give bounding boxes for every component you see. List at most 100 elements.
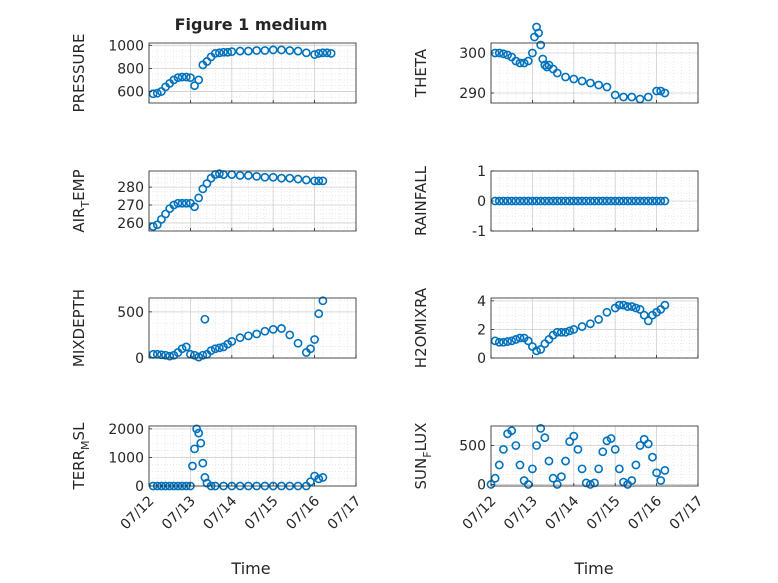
y-axis-label: TERRMSL [70,422,92,491]
data-point [152,220,162,230]
data-point [519,58,529,68]
data-point [490,336,500,346]
y-tick-label: 500 [459,438,486,454]
data-point [639,310,649,320]
data-point [314,309,324,319]
data-point [585,319,595,329]
data-point [293,174,303,184]
y-tick-label: 600 [117,84,144,100]
data-point [515,460,525,470]
data-point [293,338,303,348]
axes-box [148,425,357,487]
y-tick-label: 300 [459,46,486,62]
data-point [494,460,504,470]
data-point [565,196,575,206]
y-tick-label: 2 [477,322,486,338]
data-point [540,433,550,443]
x-tick-label: 07/12 [118,493,158,533]
data-point [198,350,208,360]
data-point [610,196,620,206]
data-point [631,303,641,313]
data-point [161,209,170,219]
axes-box [148,42,357,104]
data-point [656,196,666,206]
y-tick-label: 1000 [108,450,144,466]
data-point [565,437,575,446]
x-tick-label: 07/12 [460,493,500,533]
data-point [660,466,670,475]
data-point [594,315,604,324]
data-point [326,48,336,58]
y-tick-label: 500 [117,305,144,321]
data-point [635,441,645,450]
axes-box [490,42,699,104]
y-tick-label: 800 [117,61,144,77]
data-point [660,300,670,310]
y-axis-label: SUNFLUX [412,423,434,490]
data-point [268,324,278,334]
data-point [235,171,245,180]
data-point [243,46,253,56]
data-point [499,337,508,347]
data-point [177,344,187,354]
data-point [548,196,558,206]
data-point [190,350,199,360]
data-point [202,179,212,188]
data-point [235,46,245,56]
data-point [152,88,162,98]
data-point [656,476,666,485]
data-point [581,478,591,488]
data-point [602,196,612,206]
y-tick-label: 0 [477,351,486,367]
data-point [200,314,210,324]
y-tick-label: 270 [117,198,144,214]
data-point [181,72,191,82]
data-point [157,214,166,224]
data-point [614,300,624,310]
data-point [177,198,187,208]
data-point [635,94,645,104]
data-point [190,81,199,91]
data-point [652,86,661,96]
data-point [277,45,286,55]
y-tick-label: 0 [135,351,144,367]
plot-area [149,426,356,486]
y-tick-label: 1000 [108,38,144,54]
data-point [190,444,199,454]
data-point [503,337,512,346]
data-point [210,48,220,58]
data-point [499,444,508,454]
data-point [314,48,324,58]
data-point [643,196,653,206]
data-point [648,196,657,206]
data-point [631,196,641,206]
data-point [268,172,278,182]
y-tick-label: 4 [477,294,486,310]
data-point [598,196,608,206]
data-point [623,196,633,206]
data-point [569,196,579,206]
data-point [532,196,541,206]
data-point [594,464,604,474]
data-point [631,460,641,470]
data-point [507,336,517,346]
data-point [515,196,525,206]
data-point [188,461,197,471]
data-point [194,75,204,85]
data-point [577,76,587,86]
data-point [194,193,204,203]
data-point [556,327,566,337]
data-point [511,335,521,344]
data-point [540,196,550,206]
data-point [314,176,324,186]
axes-box [148,297,357,359]
plot-area [491,298,698,358]
data-point [198,458,208,468]
data-point [277,324,286,333]
data-point [643,439,653,449]
data-point [660,196,670,206]
data-point [210,344,220,354]
data-point [252,329,262,339]
